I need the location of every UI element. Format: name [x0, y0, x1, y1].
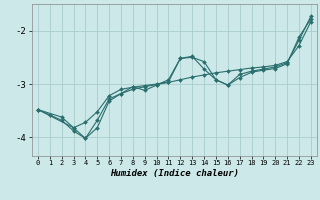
X-axis label: Humidex (Indice chaleur): Humidex (Indice chaleur) [110, 169, 239, 178]
